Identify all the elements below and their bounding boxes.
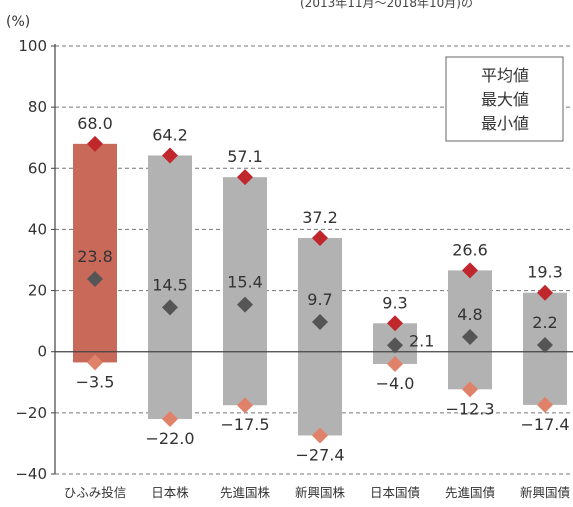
avg-marker: [237, 296, 253, 313]
min-marker: [237, 397, 253, 414]
max-marker: [162, 147, 178, 164]
min-value-label: −17.4: [520, 415, 569, 434]
min-value-label: −4.0: [376, 374, 415, 393]
value-labels: 68.0 −3.5 23.8 64.2 −22.0 14.5 57.1 −17.5 15.4 37…: [76, 114, 570, 465]
x-category-label: 先進国債: [445, 485, 495, 500]
legend-box: [445, 56, 564, 142]
max-marker: [462, 262, 478, 279]
min-value-label: −17.5: [220, 415, 269, 434]
min-marker: [87, 354, 103, 371]
max-value-label: 9.3: [382, 293, 407, 312]
x-category-label: 先進国株: [220, 485, 271, 500]
range-bars: [73, 143, 567, 436]
y-axis-unit-label: (%): [6, 14, 31, 30]
max-marker: [387, 315, 403, 332]
legend-label: 最小値: [481, 114, 529, 133]
max-value-label: 26.6: [452, 240, 488, 259]
y-tick-label: 80: [28, 98, 47, 116]
avg-value-label: 15.4: [227, 273, 263, 292]
max-value-label: 64.2: [152, 125, 188, 144]
markers: [87, 68, 553, 444]
avg-marker: [87, 270, 103, 287]
y-tick-label: 20: [28, 282, 47, 300]
max-value-label: 68.0: [77, 114, 113, 133]
x-category-label: 新興国債: [520, 485, 570, 500]
range-bar: [298, 237, 342, 436]
min-value-label: −12.3: [445, 399, 494, 418]
x-category-label: ひふみ投信: [64, 485, 127, 500]
max-value-label: 19.3: [527, 263, 563, 282]
y-tick-label: −20: [15, 404, 47, 422]
min-marker: [537, 396, 553, 413]
legend-label: 最大値: [481, 90, 529, 109]
max-marker: [537, 284, 553, 301]
y-tick-label: 0: [37, 343, 47, 361]
min-marker: [312, 427, 328, 444]
legend-label: 平均値: [481, 66, 529, 85]
max-value-label: 57.1: [227, 147, 263, 166]
chart-caption-partial: (2013年11月～2018年10月)の: [300, 0, 473, 10]
min-marker: [462, 381, 478, 398]
avg-value-label: 2.2: [532, 313, 557, 332]
max-marker: [87, 135, 103, 152]
avg-marker: [312, 314, 328, 331]
x-category-label: 日本国債: [370, 485, 420, 500]
min-value-label: −27.4: [295, 445, 344, 464]
range-bar: [223, 177, 267, 406]
min-value-label: −3.5: [76, 372, 115, 391]
y-tick-label: 40: [28, 220, 47, 238]
x-category-label: 日本株: [151, 485, 189, 500]
y-tick-label: 60: [28, 159, 47, 177]
min-marker: [162, 410, 178, 427]
avg-marker: [537, 336, 553, 353]
avg-value-label: 9.7: [307, 290, 332, 309]
max-marker: [312, 229, 328, 246]
avg-value-label: 4.8: [457, 305, 482, 324]
axes: −40 −20 0 20 40 60 80 100 ひふみ投信 日本株 先進国株 新興国株 日本国債 先進…: [15, 37, 573, 500]
y-tick-label: −40: [15, 465, 47, 483]
range-bar: [148, 155, 192, 419]
avg-value-label: 2.1: [409, 331, 434, 350]
max-marker: [237, 169, 253, 186]
avg-value-label: 23.8: [77, 247, 113, 266]
avg-marker: [387, 337, 403, 354]
avg-marker: [162, 299, 178, 316]
max-value-label: 37.2: [302, 208, 338, 227]
min-value-label: −22.0: [145, 429, 194, 448]
y-tick-label: 100: [18, 37, 47, 55]
x-category-label: 新興国株: [295, 485, 346, 500]
avg-value-label: 14.5: [152, 275, 188, 294]
avg-marker: [462, 329, 478, 346]
range-bar: [73, 143, 117, 363]
min-marker: [387, 355, 403, 372]
